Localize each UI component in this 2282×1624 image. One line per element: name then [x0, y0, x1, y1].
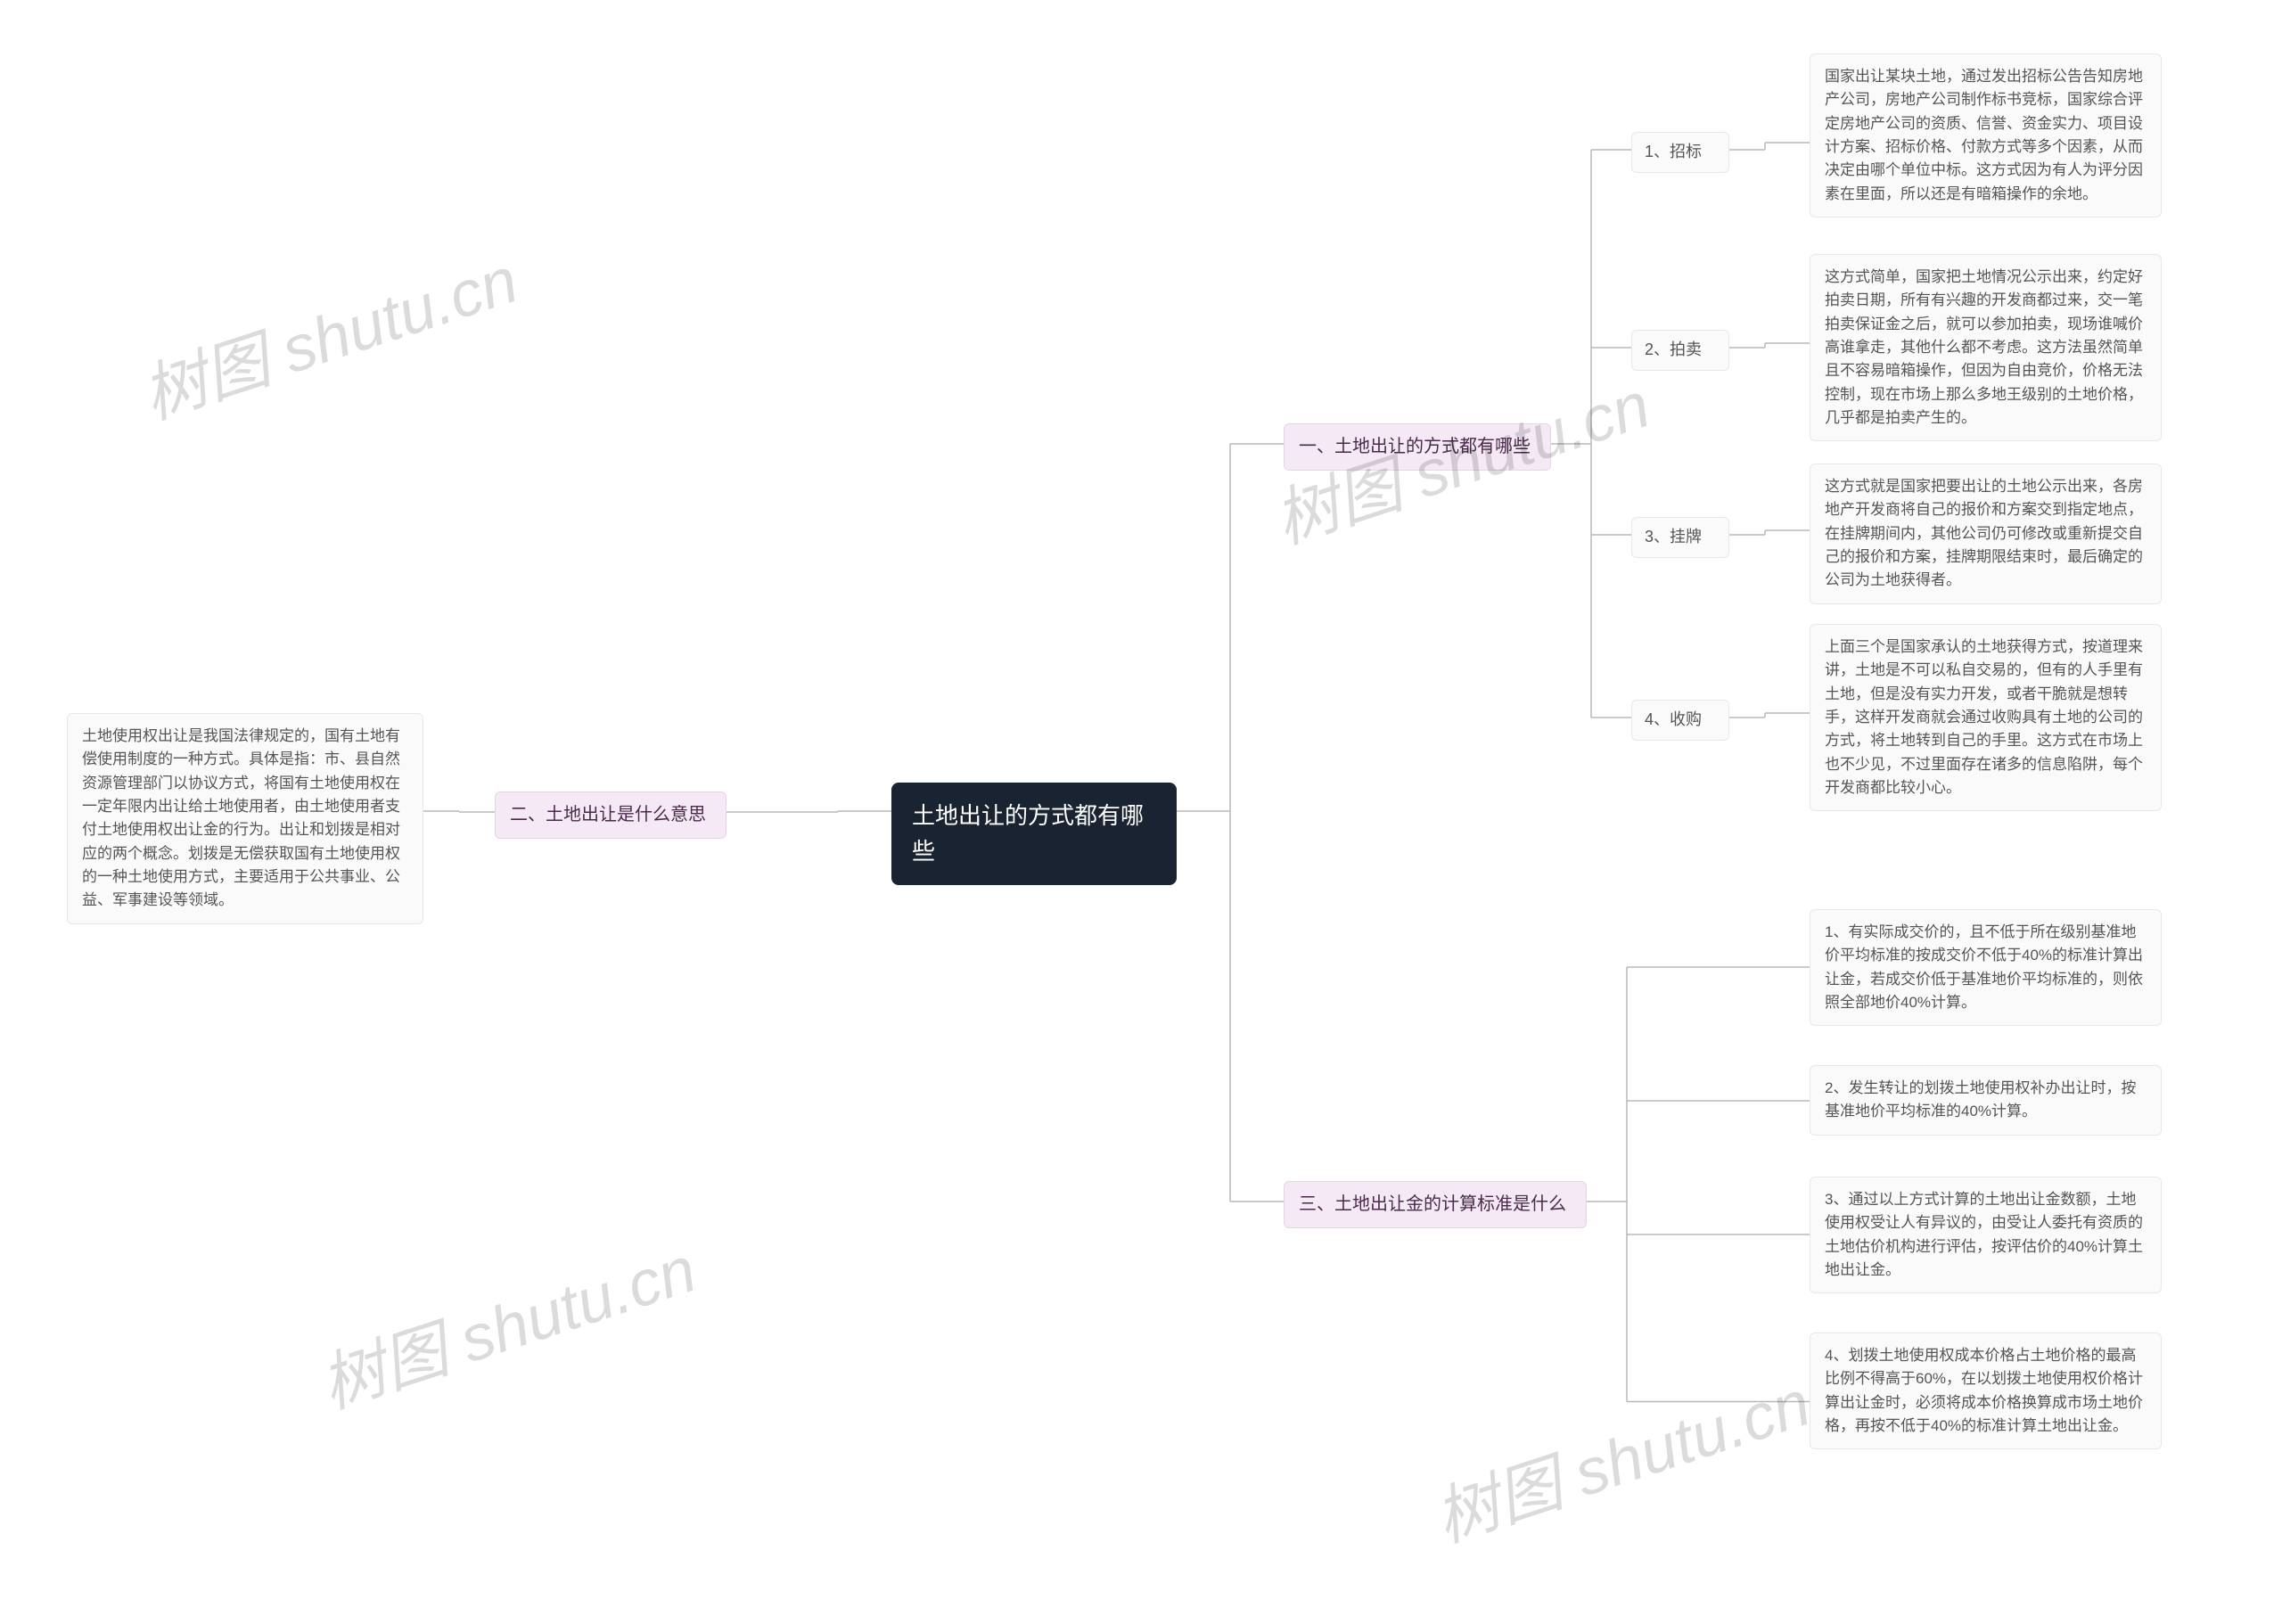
node-s1c2: 2、拍卖: [1631, 330, 1729, 371]
leaf-s1c3: 这方式就是国家把要出让的土地公示出来，各房地产开发商将自己的报价和方案交到指定地…: [1810, 463, 2162, 604]
leaf-s1c4: 上面三个是国家承认的土地获得方式，按道理来讲，土地是不可以私自交易的，但有的人手…: [1810, 624, 2162, 811]
section-s2: 二、土地出让是什么意思: [495, 791, 726, 839]
leaf-s1c1: 国家出让某块土地，通过发出招标公告告知房地产公司，房地产公司制作标书竞标，国家综…: [1810, 53, 2162, 217]
leaf-s2: 土地使用权出让是我国法律规定的，国有土地有偿使用制度的一种方式。具体是指：市、县…: [67, 713, 423, 924]
node-s1c4: 4、收购: [1631, 700, 1729, 741]
node-s1c3: 3、挂牌: [1631, 517, 1729, 558]
node-s1c1: 1、招标: [1631, 132, 1729, 173]
leaf-s1c2: 这方式简单，国家把土地情况公示出来，约定好拍卖日期，所有有兴趣的开发商都过来，交…: [1810, 254, 2162, 441]
root-node: 土地出让的方式都有哪些: [891, 783, 1177, 885]
section-s3: 三、土地出让金的计算标准是什么: [1284, 1181, 1587, 1228]
section-s1: 一、土地出让的方式都有哪些: [1284, 423, 1551, 471]
mindmap-canvas: 土地出让的方式都有哪些 一、土地出让的方式都有哪些 1、招标 国家出让某块土地，通过发…: [0, 0, 2282, 1624]
leaf-s3c3: 3、通过以上方式计算的土地出让金数额，土地使用权受让人有异议的，由受让人委托有资…: [1810, 1177, 2162, 1293]
leaf-s3c1: 1、有实际成交价的，且不低于所在级别基准地价平均标准的按成交价不低于40%的标准…: [1810, 909, 2162, 1026]
leaf-s3c2: 2、发生转让的划拨土地使用权补办出让时，按基准地价平均标准的40%计算。: [1810, 1065, 2162, 1136]
leaf-s3c4: 4、划拨土地使用权成本价格占土地价格的最高比例不得高于60%，在以划拨土地使用权…: [1810, 1333, 2162, 1449]
